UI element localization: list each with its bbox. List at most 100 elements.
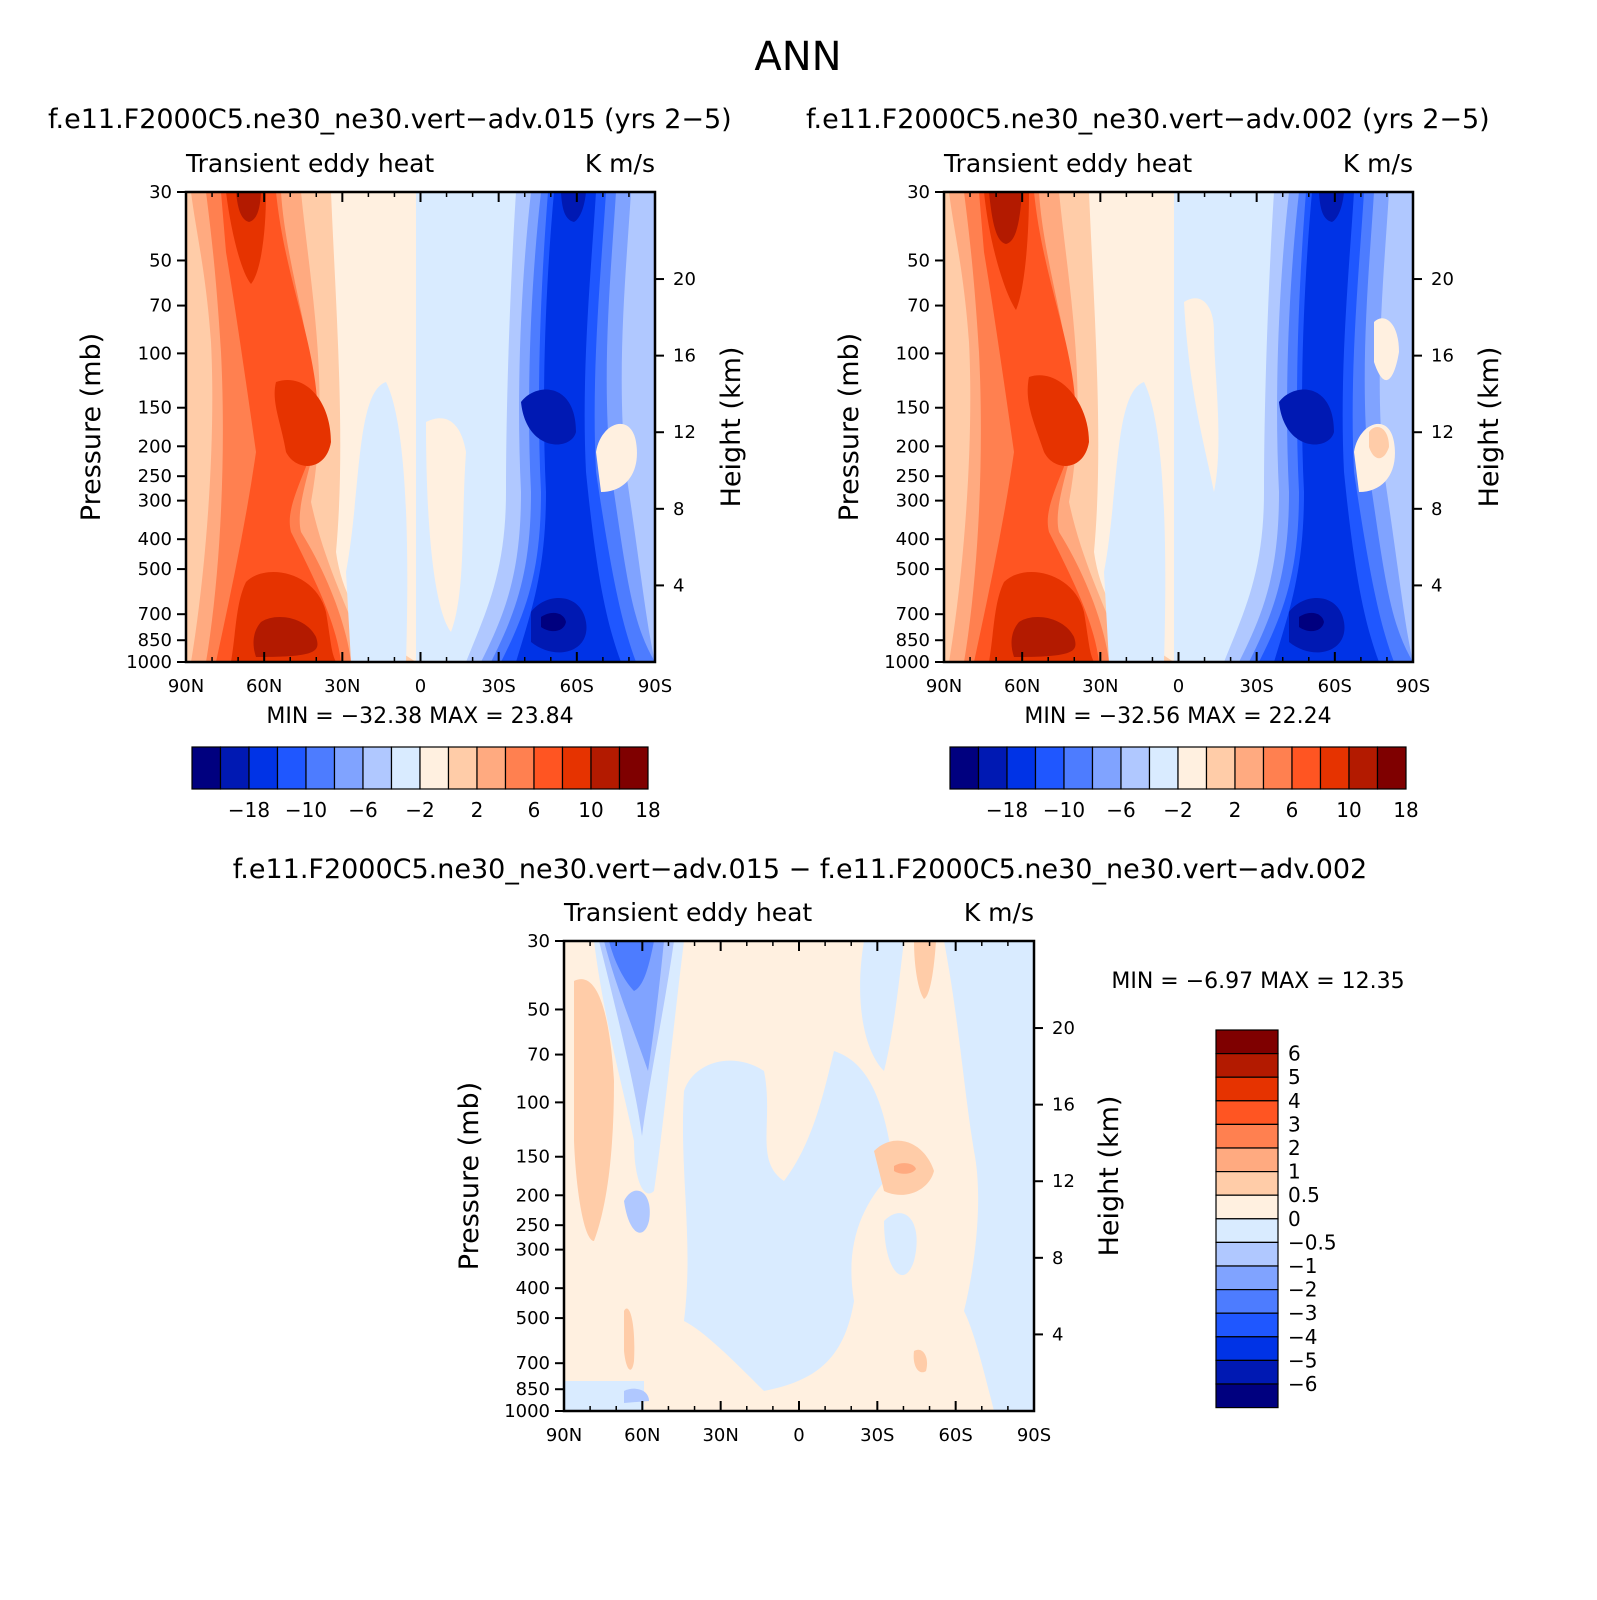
y-tick-label: 50 [527, 999, 550, 1020]
y-tick-label: 700 [896, 604, 930, 625]
y-right-tick-label: 4 [1431, 575, 1442, 596]
x-tick-label: 30S [481, 676, 515, 697]
colorbar-label: 3 [1288, 1112, 1301, 1136]
colorbar-box [1262, 746, 1293, 790]
panel-1-ylabel-right: Height (km) [716, 347, 747, 508]
colorbar-label: 10 [1336, 798, 1361, 822]
x-tick-label: 90N [168, 676, 204, 697]
y-tick-label: 50 [149, 250, 172, 271]
y-tick-label: 850 [138, 630, 172, 651]
y-tick-label: 1000 [126, 652, 172, 673]
colorbar-label: 10 [578, 798, 603, 822]
colorbar-label: −2 [1288, 1278, 1317, 1302]
colorbar-label: −2 [1163, 798, 1192, 822]
colorbar-box [1215, 1336, 1279, 1362]
y-tick-label: 50 [907, 250, 930, 271]
colorbar-box [1215, 1194, 1279, 1220]
colorbar-box [590, 746, 621, 790]
x-tick-label: 30N [1082, 676, 1118, 697]
y-right-tick-label: 16 [673, 346, 696, 367]
panel-1-colorbar: −18 −10 −6 −2 2 6 10 18 [191, 746, 661, 822]
y-tick-label: 200 [516, 1185, 550, 1206]
panel-1-axes: 90N 60N 30N 0 30S 60S 90S 30 50 70 100 150 200 250 300… [126, 182, 696, 697]
colorbar-label: −10 [1043, 798, 1085, 822]
panel-2-ylabel-right: Height (km) [1474, 347, 1505, 508]
x-tick-label: 60N [624, 1425, 660, 1446]
colorbar-box [276, 746, 307, 790]
y-right-tick-label: 8 [1052, 1248, 1063, 1269]
panel-3: f.e11.F2000C5.ne30_ne30.vert−adv.015 − f… [233, 854, 1405, 1446]
colorbar-box [1319, 746, 1350, 790]
x-tick-label: 30N [324, 676, 360, 697]
x-tick-label: 0 [793, 1425, 804, 1446]
colorbar-box [390, 746, 421, 790]
colorbar-box [1215, 1312, 1279, 1338]
panel-3-ylabel: Pressure (mb) [454, 1082, 485, 1270]
x-tick-label: 60N [246, 676, 282, 697]
colorbar-label: −6 [1106, 798, 1135, 822]
y-right-tick-label: 16 [1052, 1095, 1075, 1116]
colorbar-label: −2 [405, 798, 434, 822]
colorbar-box [1063, 746, 1094, 790]
panel-3-subtitle-left: Transient eddy heat [563, 898, 812, 927]
colorbar-label: 2 [1288, 1136, 1301, 1160]
y-tick-label: 100 [516, 1092, 550, 1113]
x-tick-label: 30N [702, 1425, 738, 1446]
colorbar-box [333, 746, 364, 790]
y-tick-label: 30 [907, 182, 930, 203]
panel-2: f.e11.F2000C5.ne30_ne30.vert−adv.002 (yr… [806, 104, 1505, 822]
colorbar-label: −5 [1288, 1348, 1317, 1372]
y-right-tick-label: 20 [673, 269, 696, 290]
colorbar-label: −4 [1288, 1325, 1317, 1349]
y-right-tick-label: 8 [1431, 499, 1442, 520]
colorbar-label: 5 [1288, 1065, 1301, 1089]
panel-3-plot-area [564, 941, 1034, 1411]
y-tick-label: 300 [896, 491, 930, 512]
x-tick-label: 90S [1396, 676, 1430, 697]
y-tick-label: 100 [138, 343, 172, 364]
y-tick-label: 400 [138, 529, 172, 550]
colorbar-label: −6 [348, 798, 377, 822]
y-tick-label: 100 [896, 343, 930, 364]
panel-3-stats: MIN = −6.97 MAX = 12.35 [1111, 969, 1404, 994]
y-tick-label: 500 [138, 559, 172, 580]
colorbar-label: 4 [1288, 1089, 1301, 1113]
panel-2-subtitle-left: Transient eddy heat [943, 149, 1192, 178]
panel-2-plot-area [944, 192, 1413, 662]
y-right-tick-label: 20 [1431, 269, 1454, 290]
panel-1-stats: MIN = −32.38 MAX = 23.84 [266, 704, 573, 729]
figure-title: ANN [754, 34, 841, 80]
y-right-tick-label: 12 [1052, 1171, 1075, 1192]
y-tick-label: 1000 [884, 652, 930, 673]
x-tick-label: 90S [638, 676, 672, 697]
colorbar-box [561, 746, 592, 790]
y-right-tick-label: 16 [1431, 346, 1454, 367]
y-tick-label: 250 [516, 1215, 550, 1236]
panel-2-title: f.e11.F2000C5.ne30_ne30.vert−adv.002 (yr… [806, 104, 1490, 135]
x-tick-label: 60S [1318, 676, 1352, 697]
colorbar-box [1148, 746, 1179, 790]
colorbar-box [618, 746, 649, 790]
y-tick-label: 150 [138, 398, 172, 419]
x-tick-label: 0 [415, 676, 426, 697]
colorbar-label: −6 [1288, 1372, 1317, 1396]
colorbar-label: −18 [228, 798, 270, 822]
colorbar-box [1215, 1100, 1279, 1126]
y-tick-label: 500 [516, 1308, 550, 1329]
colorbar-box [1348, 746, 1379, 790]
panel-1-subtitle-right: K m/s [585, 149, 655, 178]
colorbar-label: 18 [1393, 798, 1418, 822]
x-tick-label: 90N [926, 676, 962, 697]
colorbar-box [1215, 1170, 1279, 1196]
panel-1-ylabel: Pressure (mb) [76, 333, 107, 521]
panel-2-stats: MIN = −32.56 MAX = 22.24 [1024, 704, 1331, 729]
panel-2-colorbar: −18 −10 −6 −2 2 6 10 18 [949, 746, 1419, 822]
y-tick-label: 1000 [504, 1401, 550, 1422]
y-tick-label: 150 [516, 1147, 550, 1168]
y-tick-label: 200 [138, 436, 172, 457]
y-tick-label: 30 [527, 931, 550, 952]
y-tick-label: 250 [896, 466, 930, 487]
colorbar-box [1006, 746, 1037, 790]
panel-1-plot-area [186, 192, 655, 662]
y-right-tick-label: 4 [673, 575, 684, 596]
